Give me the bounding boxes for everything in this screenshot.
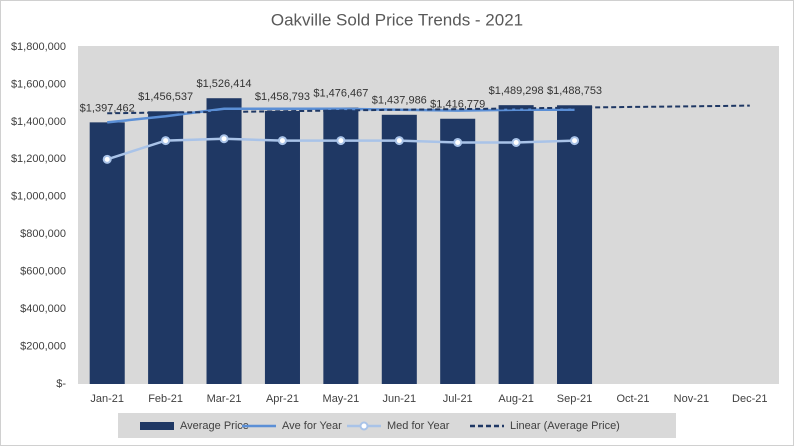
y-tick-label: $200,000 — [20, 340, 66, 352]
x-tick-label: Nov-21 — [674, 393, 709, 405]
data-label: $1,397,462 — [80, 102, 135, 114]
bar — [206, 98, 242, 385]
legend-swatch — [140, 422, 174, 430]
bar — [89, 122, 125, 384]
x-tick-label: Jun-21 — [382, 393, 416, 405]
marker — [161, 136, 171, 146]
x-tick-label: Aug-21 — [498, 393, 533, 405]
bar — [557, 105, 593, 385]
data-label: $1,489,298 — [489, 85, 544, 97]
data-label: $1,476,467 — [313, 87, 368, 99]
x-tick-label: Oct-21 — [616, 393, 649, 405]
y-tick-label: $1,600,000 — [11, 78, 66, 90]
legend-label: Linear (Average Price) — [510, 420, 620, 432]
data-label: $1,416,779 — [430, 99, 485, 111]
data-label: $1,526,414 — [197, 78, 252, 90]
marker — [570, 136, 580, 146]
chart-title: Oakville Sold Price Trends - 2021 — [271, 10, 523, 29]
marker — [511, 137, 521, 147]
y-tick-label: $- — [56, 378, 66, 390]
bar — [264, 110, 300, 384]
bar — [498, 105, 534, 384]
marker — [277, 136, 287, 146]
bar — [440, 118, 476, 384]
marker — [219, 134, 229, 144]
x-tick-label: Jan-21 — [90, 393, 124, 405]
y-tick-label: $400,000 — [20, 303, 66, 315]
marker — [336, 136, 346, 146]
legend-label: Average Price — [180, 420, 249, 432]
bar — [148, 111, 184, 385]
bar — [323, 107, 359, 384]
legend-box — [118, 413, 676, 438]
legend-label: Med for Year — [387, 420, 450, 432]
line — [107, 107, 575, 124]
data-label: $1,437,986 — [372, 95, 427, 107]
data-label: $1,458,793 — [255, 91, 310, 103]
data-label: $1,456,537 — [138, 91, 193, 103]
y-tick-label: $800,000 — [20, 228, 66, 240]
y-tick-label: $1,200,000 — [11, 153, 66, 165]
marker — [394, 136, 404, 146]
x-tick-label: Feb-21 — [148, 393, 183, 405]
y-tick-label: $1,000,000 — [11, 191, 66, 203]
legend-marker — [359, 421, 369, 431]
marker — [102, 154, 112, 164]
bar — [381, 114, 417, 384]
legend-label: Ave for Year — [282, 420, 342, 432]
x-tick-label: Dec-21 — [732, 393, 767, 405]
marker — [453, 137, 463, 147]
line — [107, 104, 750, 115]
data-label: $1,488,753 — [547, 85, 602, 97]
x-tick-label: Apr-21 — [266, 393, 299, 405]
y-tick-label: $600,000 — [20, 266, 66, 278]
x-tick-label: Mar-21 — [207, 393, 242, 405]
plot-area — [78, 46, 779, 384]
y-tick-label: $1,800,000 — [11, 41, 66, 53]
x-tick-label: Jul-21 — [443, 393, 473, 405]
x-tick-label: Sep-21 — [557, 393, 592, 405]
x-tick-label: May-21 — [323, 393, 360, 405]
y-tick-label: $1,400,000 — [11, 116, 66, 128]
